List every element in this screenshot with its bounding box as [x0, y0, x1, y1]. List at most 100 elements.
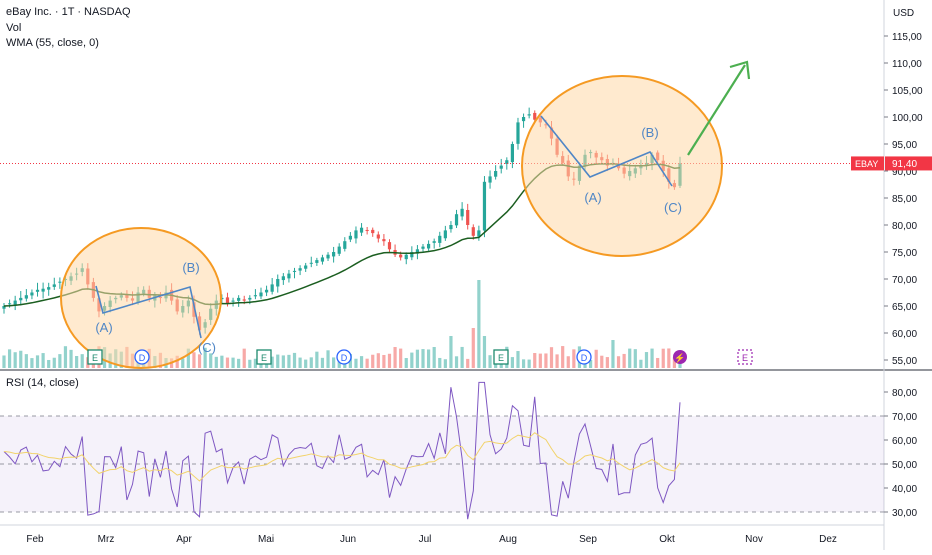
volume-bar	[549, 347, 554, 368]
volume-bar	[287, 354, 291, 368]
event-marker-letter: E	[261, 353, 267, 363]
volume-bar	[382, 354, 386, 368]
wma-legend[interactable]: WMA (55, close, 0)	[6, 37, 99, 49]
volume-bar	[304, 359, 308, 368]
month-tick-label: Mrz	[98, 534, 115, 545]
event-marker-letter: E	[92, 353, 98, 363]
volume-bar	[63, 346, 68, 368]
month-tick-label: Jun	[340, 534, 356, 545]
candle-body	[365, 229, 369, 231]
volume-legend[interactable]: Vol	[6, 22, 22, 34]
volume-bar	[270, 356, 274, 368]
month-tick-label: Mai	[258, 534, 274, 545]
candle-body	[30, 292, 34, 296]
candle-body	[354, 230, 358, 239]
right-ellipse-annotation	[521, 75, 723, 257]
wave-label: (B)	[641, 125, 658, 140]
volume-bar	[47, 359, 51, 368]
volume-bar	[533, 353, 537, 368]
symbol-tag-bg	[851, 156, 884, 171]
candle-body	[348, 235, 352, 240]
volume-bar	[69, 349, 73, 368]
rsi-tick-label: 80,00	[892, 388, 917, 399]
symbol-title[interactable]: eBay Inc. · 1T · NASDAQ	[6, 6, 131, 18]
candle-body	[24, 295, 28, 299]
volume-bar	[35, 355, 40, 368]
rsi-tick-label: 60,00	[892, 436, 917, 447]
volume-bar	[209, 353, 213, 368]
candle-body	[304, 265, 308, 269]
wave-label: (C)	[664, 200, 682, 215]
candle-body	[287, 273, 291, 279]
month-tick-label: Dez	[819, 534, 837, 545]
volume-bar	[253, 358, 258, 368]
price-tick-label: 90,00	[892, 167, 917, 178]
earnings-marker	[256, 349, 272, 365]
volume-bar	[454, 356, 459, 368]
candle-body	[58, 281, 62, 283]
volume-bar	[52, 357, 56, 368]
candle-body	[499, 165, 503, 169]
rsi-line	[3, 381, 681, 520]
candle-body	[13, 300, 17, 306]
volume-bar	[616, 356, 621, 368]
symbol-tag-text: EBAY	[855, 159, 878, 169]
candle-body	[259, 292, 263, 297]
volume-bar	[220, 355, 224, 368]
volume-bar	[432, 347, 436, 368]
volume-bar	[203, 347, 207, 368]
candle-body	[52, 284, 56, 287]
volume-bar	[443, 359, 447, 368]
candle-body	[466, 210, 470, 225]
volume-bar	[510, 357, 514, 368]
volume-bar	[421, 349, 425, 368]
last-price-tag-text: 91,40	[892, 159, 917, 170]
volume-bar	[572, 349, 576, 368]
volume-bar	[600, 355, 604, 368]
month-tick-label: Apr	[176, 534, 192, 545]
month-tick-label: Nov	[745, 534, 763, 545]
volume-bar	[633, 349, 637, 368]
candle-body	[41, 288, 45, 292]
volume-bar	[24, 354, 28, 368]
price-tick-label: 60,00	[892, 329, 917, 340]
volume-bar	[175, 355, 179, 368]
volume-bar	[639, 359, 643, 368]
volume-bar	[471, 328, 475, 368]
volume-bar	[460, 346, 464, 368]
candle-body	[231, 300, 235, 302]
volume-bar	[326, 350, 330, 368]
volume-bar	[225, 357, 230, 368]
currency-label[interactable]: USD	[893, 8, 915, 19]
volume-bar	[242, 348, 246, 368]
candle-body	[225, 297, 230, 304]
upcoming-earnings-marker	[737, 349, 753, 365]
left-wave-line	[95, 285, 202, 339]
candle-body	[460, 208, 464, 217]
candle-body	[337, 246, 341, 254]
month-tick-label: Aug	[499, 534, 517, 545]
volume-bar	[276, 354, 280, 368]
volume-bar	[410, 352, 414, 368]
candle-body	[410, 252, 414, 258]
volume-bar	[337, 359, 341, 368]
volume-bar	[376, 353, 380, 368]
event-marker-letter: E	[742, 353, 748, 363]
volume-bar	[544, 353, 548, 368]
volume-bar	[488, 355, 492, 368]
volume-bar	[644, 352, 649, 368]
volume-bar	[449, 336, 453, 368]
volume-bar	[181, 358, 185, 368]
volume-bar	[365, 358, 369, 368]
flash-event-marker	[673, 350, 687, 364]
wave-label: (B)	[182, 260, 199, 275]
volume-bar	[75, 356, 79, 368]
volume-bar	[320, 357, 325, 368]
flash-event-icon: ⚡	[674, 352, 685, 364]
volume-bar	[248, 359, 252, 368]
event-marker-letter: D	[139, 353, 146, 363]
wave-label: (C)	[198, 340, 216, 355]
volume-bar	[197, 354, 202, 368]
